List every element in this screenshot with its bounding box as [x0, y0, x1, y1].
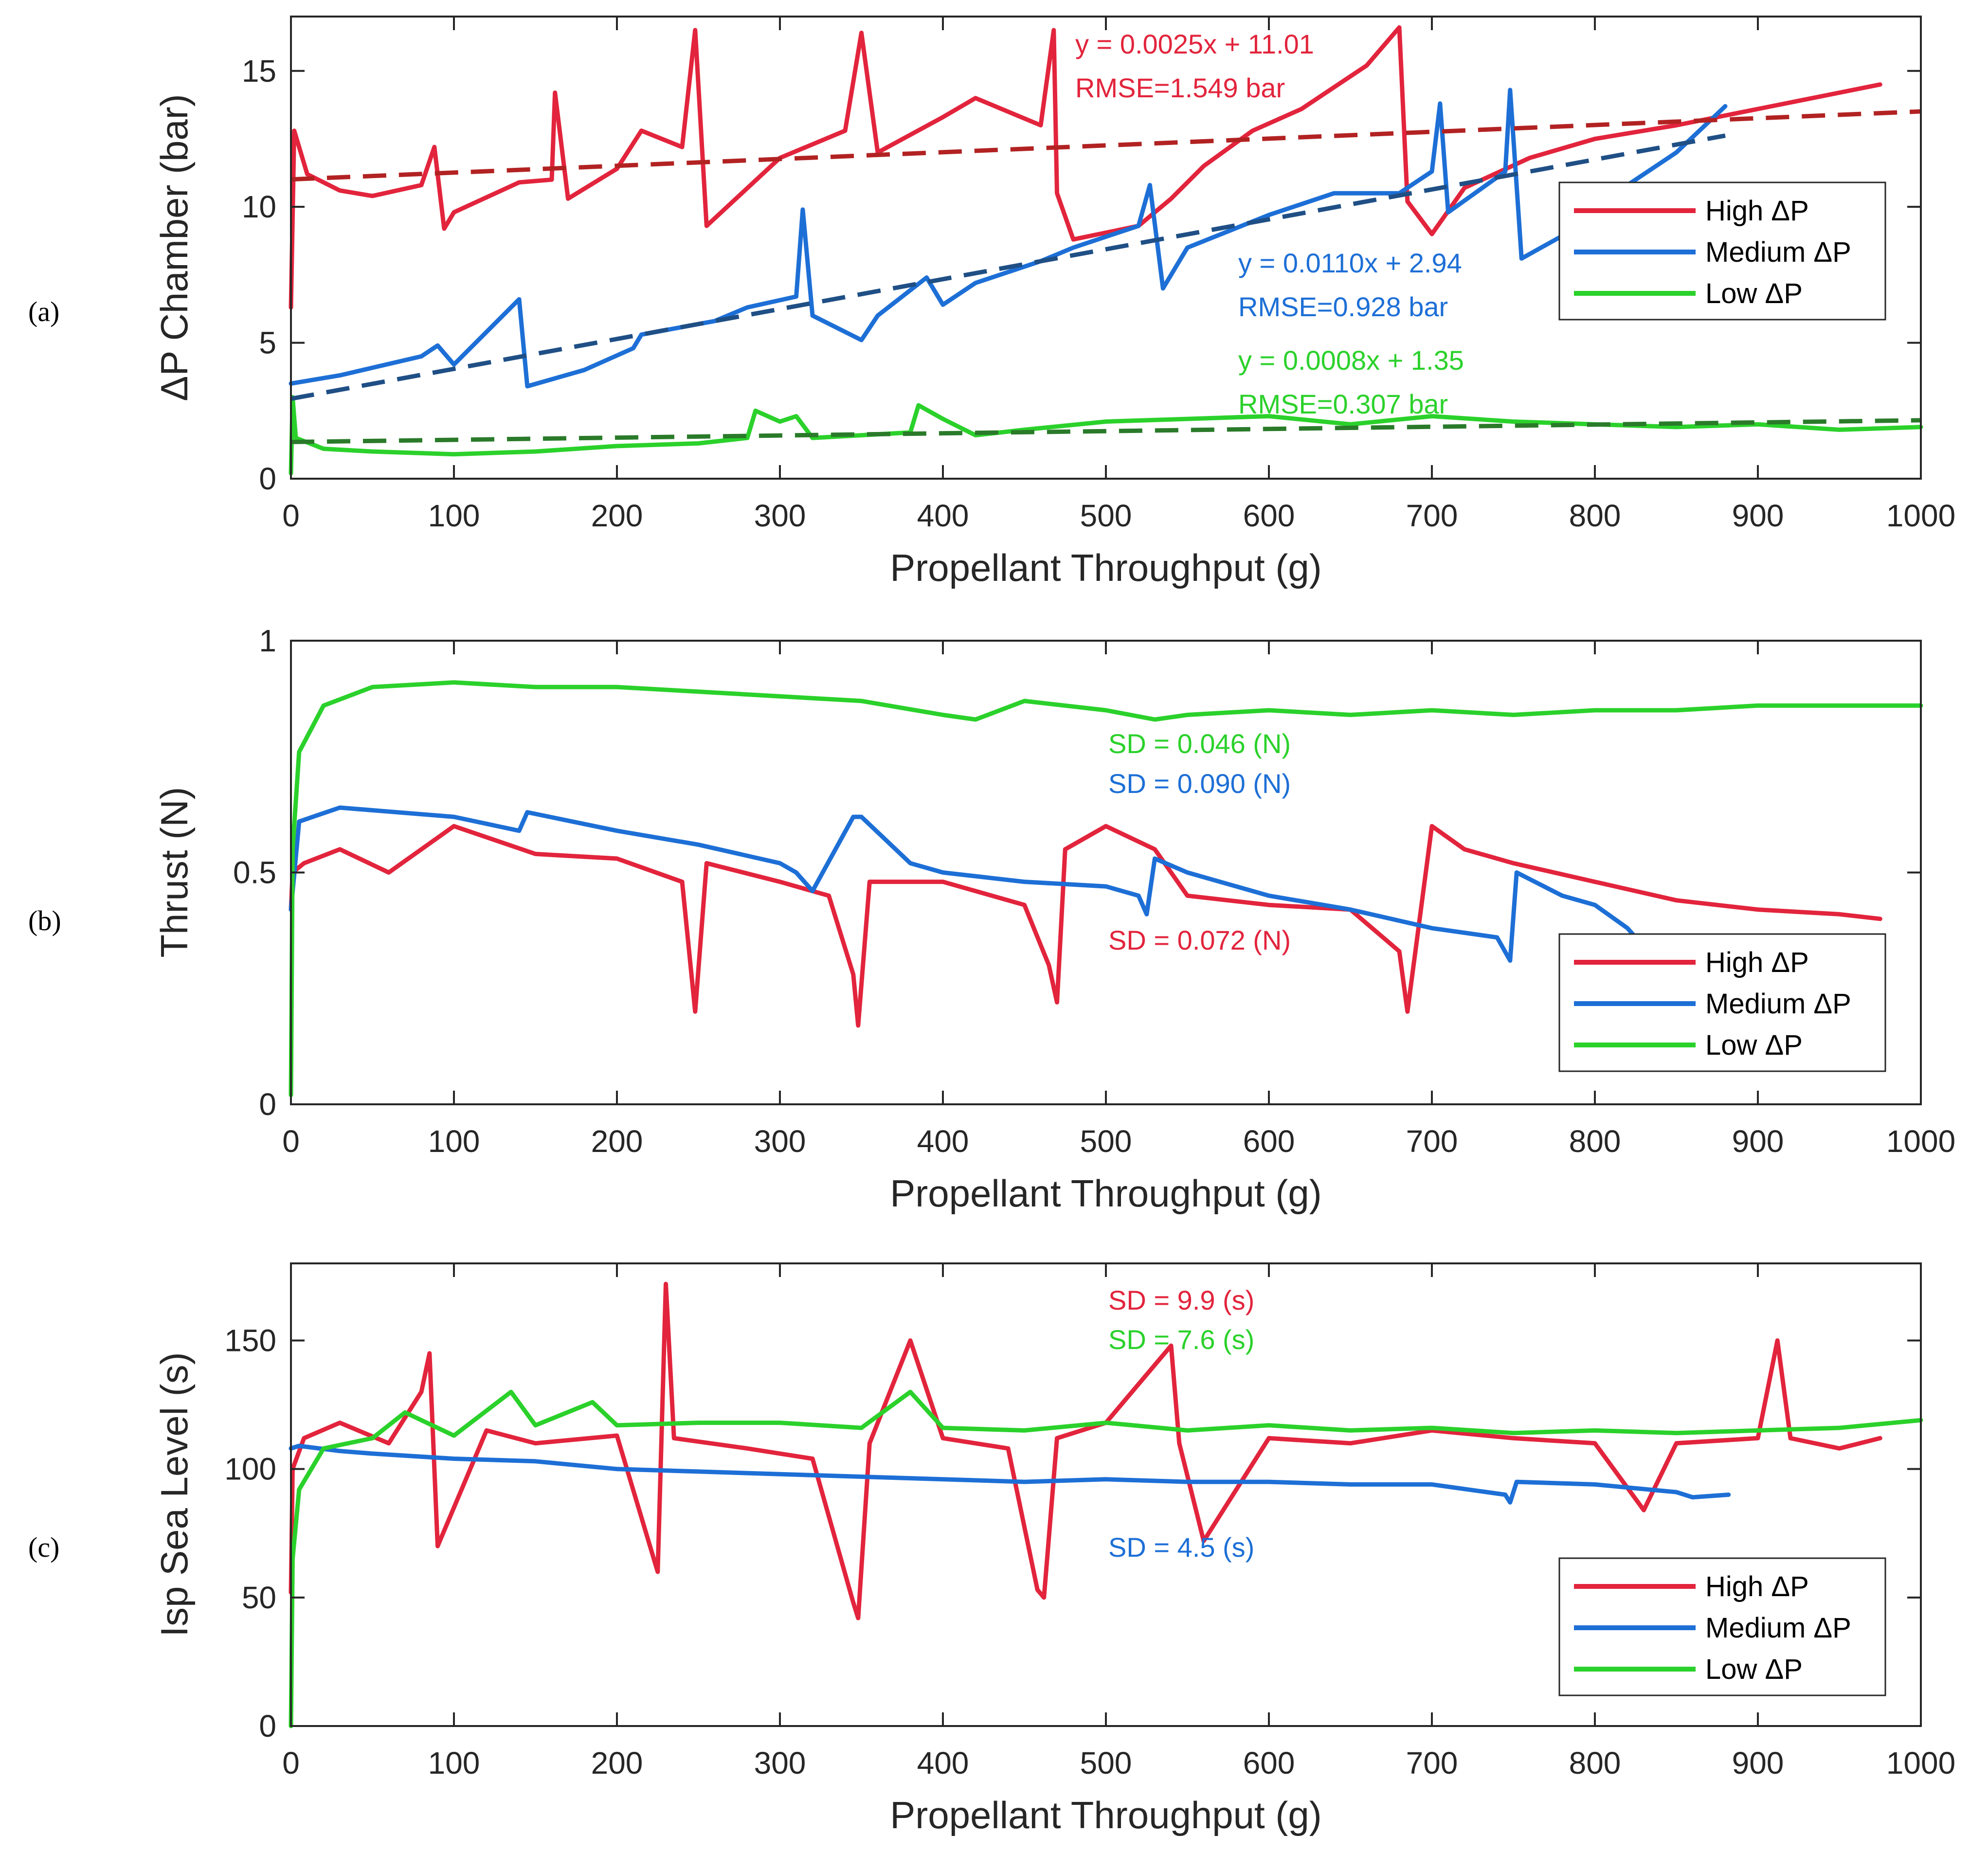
y-axis-label: Isp Sea Level (s)	[153, 1352, 196, 1637]
x-tick-label: 600	[1243, 498, 1295, 533]
y-tick-label: 5	[259, 325, 276, 360]
x-tick-label: 700	[1406, 498, 1458, 533]
legend-label-medium: Medium ΔP	[1705, 988, 1851, 1020]
panel-letter: (b)	[28, 905, 61, 936]
panel-letter: (a)	[28, 296, 59, 327]
legend-label-low: Low ΔP	[1705, 278, 1803, 309]
y-tick-label: 10	[242, 189, 276, 224]
x-tick-label: 100	[428, 1745, 480, 1781]
fit-line-low_fit	[290, 418, 1921, 445]
series-line-medium	[289, 805, 1731, 968]
x-tick-label: 700	[1406, 1745, 1458, 1781]
legend-label-medium: Medium ΔP	[1705, 1612, 1851, 1644]
series-line-high	[289, 824, 1882, 1028]
x-tick-label: 500	[1080, 498, 1132, 533]
x-tick-label: 0	[282, 1745, 300, 1781]
x-tick-label: 100	[428, 498, 480, 533]
annotation-high: y = 0.0025x + 11.01	[1075, 29, 1314, 59]
x-tick-label: 300	[754, 498, 806, 533]
fit-line-high_fit	[290, 109, 1921, 182]
legend-label-low: Low ΔP	[1705, 1654, 1803, 1685]
x-tick-label: 500	[1080, 1124, 1132, 1159]
series-line-high	[289, 25, 1882, 310]
annotation-medium: SD = 4.5 (s)	[1108, 1532, 1254, 1563]
series-line-low	[289, 680, 1923, 1097]
x-tick-label: 800	[1569, 1124, 1621, 1159]
x-tick-label: 700	[1406, 1124, 1458, 1159]
y-tick-label: 150	[224, 1323, 276, 1358]
annotation-low: RMSE=0.307 bar	[1238, 389, 1448, 419]
y-tick-label: 0	[259, 1087, 276, 1122]
series-line-high	[289, 1281, 1882, 1620]
x-tick-label: 800	[1569, 1745, 1621, 1781]
x-tick-label: 600	[1243, 1124, 1295, 1159]
panel-a-chart: (a) 0 100 200 300 400 500 600 700 800 900 1000 0 5 10 1…	[28, 16, 1955, 589]
x-tick-label: 1000	[1886, 498, 1955, 533]
annotation-high: RMSE=1.549 bar	[1075, 72, 1285, 103]
x-tick-label: 0	[282, 498, 300, 533]
annotation-medium: SD = 0.090 (N)	[1108, 768, 1291, 799]
x-tick-label: 900	[1732, 498, 1784, 533]
x-tick-label: 200	[591, 498, 643, 533]
x-tick-label: 400	[917, 498, 969, 533]
x-tick-label: 1000	[1886, 1745, 1955, 1781]
annotation-medium: y = 0.0110x + 2.94	[1238, 248, 1462, 278]
legend-label-medium: Medium ΔP	[1705, 236, 1851, 268]
y-tick-label: 1	[259, 623, 276, 658]
annotation-high: SD = 9.9 (s)	[1108, 1285, 1254, 1315]
x-tick-label: 100	[428, 1124, 480, 1159]
x-tick-label: 900	[1732, 1745, 1784, 1781]
series-line-medium	[289, 88, 1728, 389]
x-axis-label: Propellant Throughput (g)	[890, 1794, 1321, 1836]
x-tick-label: 0	[282, 1124, 300, 1159]
annotation-low: SD = 0.046 (N)	[1108, 728, 1291, 759]
x-axis-label: Propellant Throughput (g)	[890, 1172, 1321, 1215]
y-axis-label: Thrust (N)	[153, 787, 196, 958]
x-tick-label: 600	[1243, 1745, 1295, 1781]
annotation-medium: RMSE=0.928 bar	[1238, 291, 1448, 322]
x-axis-label: Propellant Throughput (g)	[890, 546, 1321, 589]
legend-label-high: High ΔP	[1705, 1571, 1809, 1602]
x-tick-label: 800	[1569, 498, 1621, 533]
panel-letter: (c)	[28, 1531, 59, 1563]
fit-line-medium_fit	[290, 133, 1726, 401]
series-line-low	[289, 1389, 1923, 1728]
x-tick-label: 400	[917, 1124, 969, 1159]
y-tick-label: 100	[224, 1452, 276, 1487]
annotation-low: y = 0.0008x + 1.35	[1238, 345, 1464, 376]
x-tick-label: 1000	[1886, 1124, 1955, 1159]
x-tick-label: 200	[591, 1745, 643, 1781]
x-tick-label: 200	[591, 1124, 643, 1159]
legend-label-low: Low ΔP	[1705, 1029, 1803, 1061]
y-tick-label: 15	[242, 54, 276, 89]
annotation-high: SD = 0.072 (N)	[1108, 925, 1291, 955]
y-tick-label: 50	[242, 1580, 276, 1615]
legend-label-high: High ΔP	[1705, 947, 1809, 978]
x-tick-label: 500	[1080, 1745, 1132, 1781]
y-tick-label: 0.5	[233, 855, 276, 890]
y-tick-label: 0	[259, 1709, 276, 1744]
panel-b-chart: (b) 0 100 200 300 400 500 600 700 800 900 1000 0 0.5 1…	[28, 623, 1955, 1215]
x-tick-label: 300	[754, 1745, 806, 1781]
x-tick-label: 300	[754, 1124, 806, 1159]
x-tick-label: 400	[917, 1745, 969, 1781]
y-tick-label: 0	[259, 461, 276, 496]
annotation-low: SD = 7.6 (s)	[1108, 1324, 1254, 1355]
legend-label-high: High ΔP	[1705, 195, 1809, 227]
x-tick-label: 900	[1732, 1124, 1784, 1159]
panel-c-chart: (c) 0 100 200 300 400 500 600 700 800 900 1000 0 50 10…	[28, 1262, 1955, 1836]
y-axis-label: ΔP Chamber (bar)	[153, 94, 196, 401]
series-line-medium	[289, 1443, 1731, 1505]
